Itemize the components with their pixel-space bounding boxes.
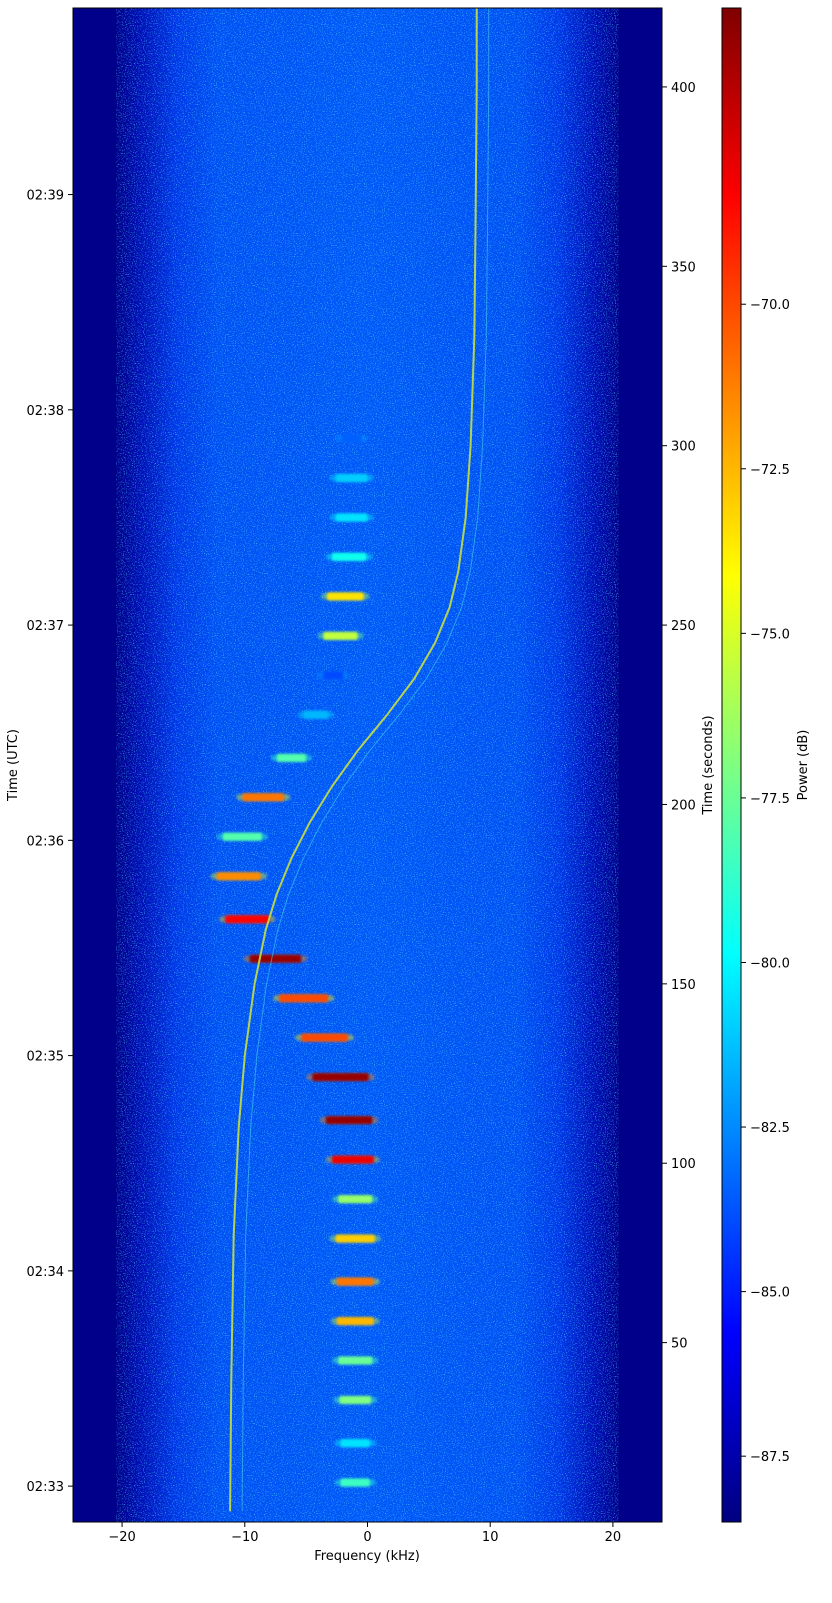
doppler-trace xyxy=(229,8,478,1512)
pulse xyxy=(301,1033,348,1042)
y-axis-utc: 02:33 02:34 02:35 02:36 02:37 02:38 02:39 xyxy=(27,189,73,1495)
colorbar-gradient xyxy=(721,7,742,1523)
colorbar-tick-label: −87.5 xyxy=(750,1450,790,1465)
y-tick-label-seconds: 250 xyxy=(671,619,696,634)
pulse xyxy=(312,1073,369,1082)
pulse xyxy=(323,671,343,680)
pulse-series xyxy=(210,434,381,1487)
y-tick-label-seconds: 150 xyxy=(671,978,696,993)
y-tick-label-utc: 02:35 xyxy=(27,1050,64,1065)
colorbar-ticks: −87.5 −85.0 −82.5 −80.0 −77.5 −75.0 −72.5 −70.0 xyxy=(741,298,790,1465)
pulse xyxy=(276,753,307,762)
colorbar: −87.5 −85.0 −82.5 −80.0 −77.5 −75.0 −72.5 −70.0 xyxy=(721,7,790,1523)
pulse xyxy=(331,552,367,561)
x-tick-label: −10 xyxy=(231,1530,258,1545)
x-tick-label: 0 xyxy=(363,1530,371,1545)
y-tick-label-seconds: 350 xyxy=(671,260,696,275)
y-tick-label-utc: 02:38 xyxy=(27,404,64,419)
pulse xyxy=(242,793,285,802)
pulse xyxy=(323,631,358,640)
y-tick-label-seconds: 100 xyxy=(671,1157,696,1172)
y-axis-left-label: Time (UTC) xyxy=(6,729,21,802)
pulse xyxy=(335,473,368,482)
pulse xyxy=(340,1478,370,1487)
pulse xyxy=(303,710,329,719)
x-axis: −20 −10 0 10 20 xyxy=(108,1522,621,1545)
colorbar-tick-label: −85.0 xyxy=(750,1286,790,1301)
pulse xyxy=(216,872,261,881)
pulse xyxy=(336,1277,374,1286)
pulse xyxy=(327,592,364,601)
pulse xyxy=(225,915,270,924)
y-tick-label-seconds: 200 xyxy=(671,798,696,813)
y-tick-label-seconds: 300 xyxy=(671,440,696,455)
pulse xyxy=(339,1396,372,1405)
colorbar-tick-label: −80.0 xyxy=(750,956,790,971)
colorbar-tick-label: −82.5 xyxy=(750,1121,790,1136)
doppler-trace-echo xyxy=(241,8,490,1512)
pulse xyxy=(341,434,362,443)
pulse xyxy=(338,1195,373,1204)
pulse xyxy=(249,954,302,963)
y-tick-label-utc: 02:34 xyxy=(27,1265,64,1280)
noise-speckle xyxy=(116,8,619,1522)
pulse xyxy=(331,1155,374,1164)
pulse xyxy=(325,1116,373,1125)
pulse xyxy=(279,994,329,1003)
y-axis-seconds: 50 100 150 200 250 300 350 400 xyxy=(662,81,696,1352)
plot-area xyxy=(73,8,662,1522)
colorbar-label: Power (dB) xyxy=(796,730,811,801)
y-axis-right-label: Time (seconds) xyxy=(701,715,716,815)
pulse xyxy=(222,832,262,841)
colorbar-tick-label: −77.5 xyxy=(750,792,790,807)
y-tick-label-seconds: 400 xyxy=(671,81,696,96)
colorbar-tick-label: −70.0 xyxy=(750,298,790,313)
colorbar-tick-label: −72.5 xyxy=(750,463,790,478)
x-tick-label: −20 xyxy=(108,1530,135,1545)
x-axis-label: Frequency (kHz) xyxy=(314,1549,420,1564)
y-tick-label-utc: 02:37 xyxy=(27,619,64,634)
pulse xyxy=(335,513,368,522)
pulse xyxy=(336,1317,374,1326)
y-tick-label-utc: 02:33 xyxy=(27,1480,64,1495)
x-tick-label: 10 xyxy=(482,1530,499,1545)
y-tick-label-seconds: 50 xyxy=(671,1337,688,1352)
pulse xyxy=(338,1356,373,1365)
pulse xyxy=(335,1234,375,1243)
y-tick-label-utc: 02:36 xyxy=(27,834,64,849)
colorbar-tick-label: −75.0 xyxy=(750,627,790,642)
x-tick-label: 20 xyxy=(605,1530,622,1545)
y-tick-label-utc: 02:39 xyxy=(27,189,64,204)
pulse xyxy=(340,1439,370,1448)
